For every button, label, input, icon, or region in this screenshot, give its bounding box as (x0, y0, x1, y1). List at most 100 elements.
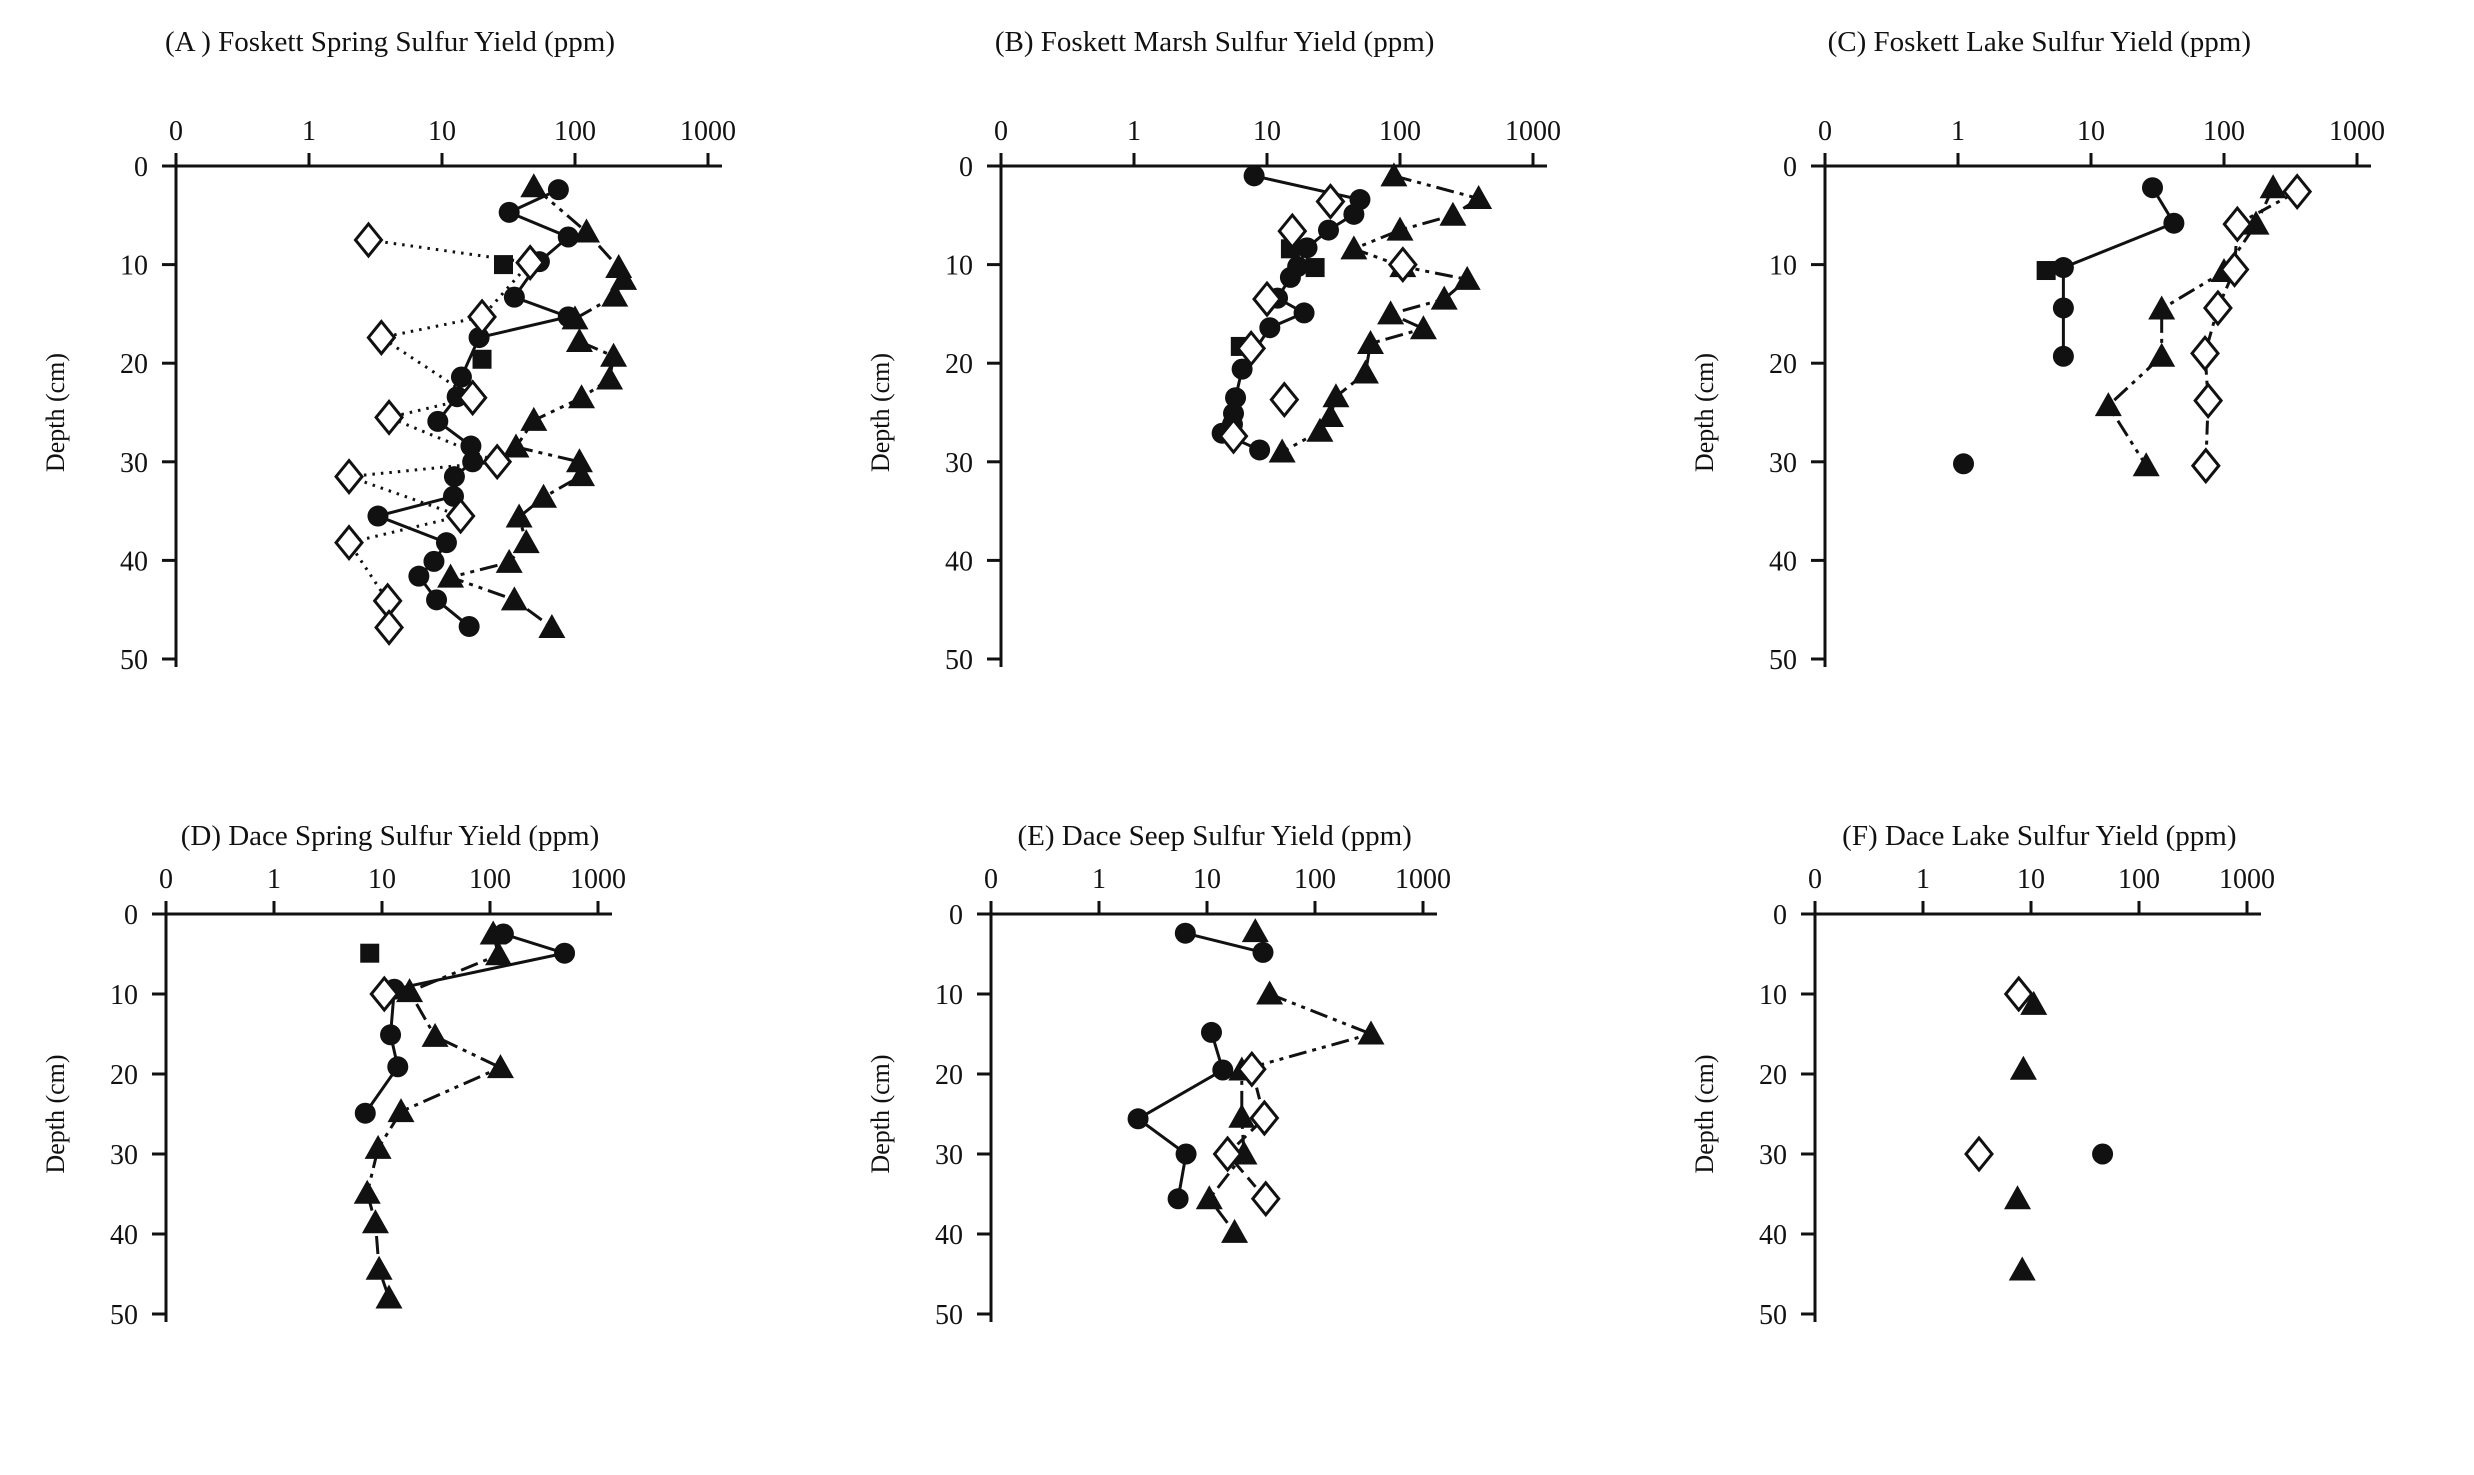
data-point-marker-circle (443, 466, 465, 488)
data-point-marker-triangle (1268, 438, 1296, 463)
data-point-marker-triangle (568, 384, 596, 409)
data-point-marker-triangle (520, 406, 548, 431)
y-axis-title: Depth (cm) (866, 353, 895, 472)
y-axis-title: Depth (cm) (866, 1054, 895, 1173)
y-tick-label: 40 (1769, 546, 1797, 577)
data-point-marker-triangle (502, 433, 530, 458)
data-point-marker-triangle (495, 548, 523, 573)
data-point-marker-circle (1293, 302, 1315, 324)
data-point-marker-triangle (2010, 1055, 2038, 1080)
data-point-marker-diamond (467, 298, 497, 336)
data-point-marker-triangle (1409, 315, 1437, 340)
y-tick-label: 30 (945, 448, 973, 479)
data-point-marker-triangle (479, 920, 507, 944)
data-point-marker-circle (2053, 345, 2075, 367)
data-point-marker-triangle (505, 503, 533, 528)
data-point-marker-diamond (1236, 1050, 1267, 1088)
data-point-marker-circle (1231, 358, 1253, 380)
panel-title: (A ) Foskett Spring Sulfur Yield (ppm) (164, 26, 616, 58)
x-tick-label: 100 (1379, 116, 1421, 147)
panel-title: (B) Foskett Marsh Sulfur Yield (ppm) (994, 26, 1435, 58)
data-point-marker-triangle (1220, 1218, 1248, 1243)
y-tick-label: 40 (110, 1220, 138, 1251)
data-point-marker-triangle (565, 328, 593, 353)
x-tick-label: 1 (302, 116, 316, 147)
data-point-marker-triangle (601, 282, 629, 307)
y-axis-title: Depth (cm) (1690, 1054, 1719, 1173)
y-tick-label: 20 (1769, 349, 1797, 380)
data-point-marker-diamond (374, 399, 405, 436)
data-point-marker-diamond (2191, 447, 2222, 485)
data-point-marker-triangle (1340, 235, 1368, 260)
data-point-marker-diamond (1249, 1099, 1279, 1136)
panel-title: (C) Foskett Lake Sulfur Yield (ppm) (1827, 26, 2252, 58)
data-point-marker-square (2036, 261, 2056, 281)
data-point-marker-triangle (2020, 990, 2048, 1015)
data-point-marker-circle (1252, 941, 1274, 963)
data-point-marker-triangle (2133, 452, 2161, 477)
data-point-marker-triangle (365, 1255, 393, 1280)
panel-foskett-marsh: (B) Foskett Marsh Sulfur Yield (ppm) 0 1 1… (825, 0, 1650, 738)
x-tick-label: 1000 (570, 864, 626, 895)
y-tick-label: 50 (120, 645, 148, 676)
x-tick-label: 10 (2017, 864, 2045, 895)
y-axis-title: Depth (cm) (1690, 353, 1719, 472)
data-point-marker-diamond (1315, 183, 1346, 220)
data-point-marker-diamond (334, 524, 364, 562)
plot-foskett-spring: 0 1 10 100 1000 0 10 20 30 40 50 Depth (cm) (41, 116, 736, 676)
data-point-marker-circle (423, 550, 445, 572)
data-point-marker-triangle (1322, 383, 1350, 408)
data-point-marker-triangle (387, 1097, 415, 1122)
x-tick-label: 1000 (1505, 116, 1561, 147)
y-axis-title: Depth (cm) (41, 1054, 70, 1173)
x-tick-label: 1000 (680, 116, 736, 147)
y-tick-label: 10 (1759, 980, 1787, 1011)
series-line-filled-triangle (1281, 174, 1482, 454)
x-tick-label: 100 (2203, 116, 2245, 147)
data-point-marker-circle (2053, 257, 2075, 279)
data-point-marker-triangle (1241, 917, 1269, 942)
y-tick-label: 20 (935, 1060, 963, 1091)
data-point-marker-circle (1127, 1107, 1149, 1129)
data-point-marker-triangle (375, 1284, 403, 1308)
y-tick-label: 40 (120, 546, 148, 577)
plot-foskett-marsh: 0 1 10 100 1000 0 10 20 30 40 50 Depth (cm) (866, 116, 1561, 676)
data-point-marker-triangle (2148, 342, 2176, 367)
data-point-marker-diamond (1277, 212, 1307, 250)
x-tick-label: 0 (984, 864, 998, 895)
data-point-marker-circle (367, 505, 389, 527)
y-tick-label: 50 (110, 1300, 138, 1331)
data-point-marker-circle (1279, 266, 1301, 288)
data-point-marker-diamond (2004, 975, 2035, 1012)
y-tick-label: 30 (110, 1140, 138, 1171)
data-point-marker-triangle (2259, 174, 2287, 199)
data-point-marker-triangle (353, 1179, 381, 1204)
data-point-marker-square (360, 943, 380, 963)
y-tick-label: 30 (935, 1140, 963, 1171)
y-tick-label: 10 (1769, 251, 1797, 282)
y-tick-label: 40 (945, 546, 973, 577)
y-tick-label: 50 (935, 1300, 963, 1331)
data-point-marker-circle (380, 1023, 402, 1045)
data-point-marker-circle (2142, 177, 2164, 199)
x-tick-label: 1000 (1395, 864, 1451, 895)
x-tick-label: 10 (1253, 116, 1281, 147)
data-point-marker-diamond (1212, 1135, 1243, 1172)
data-point-marker-circle (450, 366, 472, 388)
data-point-marker-triangle (2095, 392, 2123, 417)
y-tick-label: 30 (120, 448, 148, 479)
plot-foskett-lake: 0 1 10 100 1000 0 10 20 30 40 50 Depth (cm) (1690, 116, 2385, 676)
data-point-marker-circle (1243, 165, 1265, 187)
data-point-marker-square (493, 255, 513, 275)
data-point-marker-diamond (457, 379, 488, 417)
data-point-marker-triangle (2009, 1256, 2037, 1280)
data-point-marker-triangle (485, 940, 513, 965)
y-tick-label: 10 (120, 251, 148, 282)
data-point-marker-circle (1296, 237, 1318, 259)
y-tick-label: 0 (959, 152, 973, 183)
y-tick-label: 20 (945, 349, 973, 380)
data-point-marker-circle (427, 410, 449, 432)
data-point-marker-triangle (500, 586, 528, 611)
data-point-marker-triangle (568, 462, 596, 487)
x-tick-label: 0 (1818, 116, 1832, 147)
